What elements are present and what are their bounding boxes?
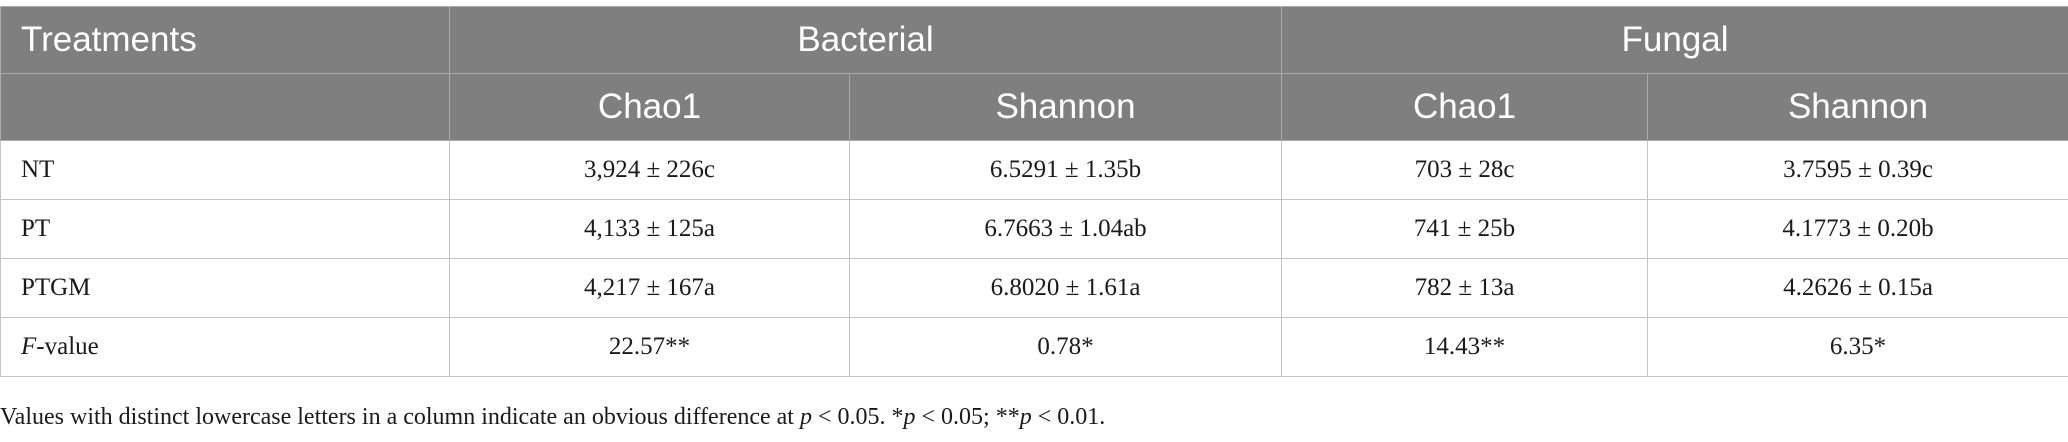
footnote-text: Values with distinct lowercase letters i…: [0, 404, 800, 430]
header-fungal-chao1: Chao1: [1281, 73, 1649, 141]
header-row-groups: Treatments Bacterial Fungal: [0, 6, 2068, 74]
footnote-text: < 0.01.: [1031, 404, 1106, 430]
table-cell: 6.7663 ± 1.04ab: [848, 199, 1283, 259]
fvalue-cell: 6.35*: [1647, 317, 2068, 377]
footnote-text: < 0.05; **: [915, 404, 1020, 430]
fvalue-cell: 14.43**: [1281, 317, 1649, 377]
table-footnote: Values with distinct lowercase letters i…: [0, 404, 2068, 431]
table-cell: 4.2626 ± 0.15a: [1647, 258, 2068, 318]
fvalue-label-italic: F: [21, 333, 37, 360]
fvalue-cell: 0.78*: [848, 317, 1283, 377]
table-cell: 703 ± 28c: [1281, 140, 1649, 200]
header-bacterial: Bacterial: [448, 6, 1283, 74]
table-row: PTGM 4,217 ± 167a 6.8020 ± 1.61a 782 ± 1…: [0, 258, 2068, 318]
header-fungal-shannon: Shannon: [1647, 73, 2068, 141]
table-row-fvalue: F-value 22.57** 0.78* 14.43** 6.35*: [0, 317, 2068, 377]
table-cell: 6.8020 ± 1.61a: [848, 258, 1283, 318]
footnote-p: p: [903, 404, 916, 430]
header-row-metrics: Chao1 Shannon Chao1 Shannon: [0, 73, 2068, 141]
table-cell: 4.1773 ± 0.20b: [1647, 199, 2068, 259]
row-label: PT: [0, 199, 450, 259]
table-cell: 4,217 ± 167a: [449, 258, 850, 318]
header-empty: [0, 73, 450, 141]
table-container: Treatments Bacterial Fungal Chao1 Shanno…: [0, 6, 2068, 377]
header-treatments: Treatments: [0, 6, 450, 74]
footnote-p: p: [1019, 404, 1032, 430]
table-row: PT 4,133 ± 125a 6.7663 ± 1.04ab 741 ± 25…: [0, 199, 2068, 259]
table-cell: 3.7595 ± 0.39c: [1647, 140, 2068, 200]
row-label: NT: [0, 140, 450, 200]
fvalue-label: F-value: [0, 317, 450, 377]
row-label: PTGM: [0, 258, 450, 318]
table-cell: 741 ± 25b: [1281, 199, 1649, 259]
table-cell: 6.5291 ± 1.35b: [848, 140, 1283, 200]
header-bacterial-chao1: Chao1: [449, 73, 850, 141]
table-row: NT 3,924 ± 226c 6.5291 ± 1.35b 703 ± 28c…: [0, 140, 2068, 200]
header-fungal: Fungal: [1281, 6, 2068, 74]
footnote-p: p: [799, 404, 812, 430]
table-cell: 3,924 ± 226c: [449, 140, 850, 200]
table-cell: 4,133 ± 125a: [449, 199, 850, 259]
table-cell: 782 ± 13a: [1281, 258, 1649, 318]
diversity-table: Treatments Bacterial Fungal Chao1 Shanno…: [0, 6, 2068, 377]
fvalue-cell: 22.57**: [449, 317, 850, 377]
fvalue-label-rest: -value: [36, 333, 99, 360]
header-bacterial-shannon: Shannon: [848, 73, 1283, 141]
footnote-text: < 0.05. *: [811, 404, 904, 430]
